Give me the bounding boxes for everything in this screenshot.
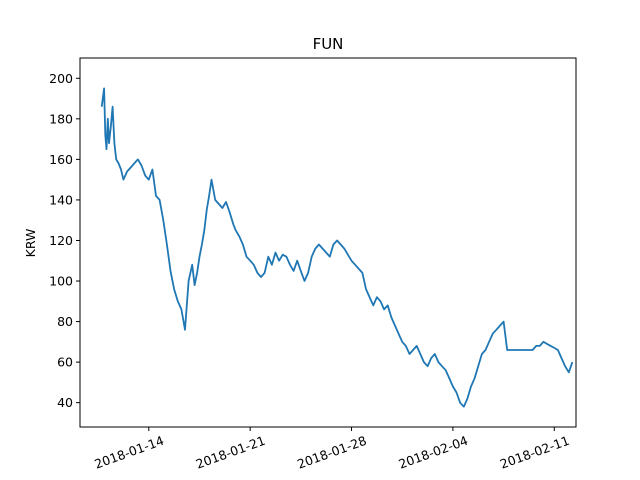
series-line (100, 87, 574, 408)
plot-area (79, 57, 577, 428)
y-axis: 40 60 80 100 120 140 160 180 200 (49, 71, 80, 410)
y-tick-label: 120 (49, 233, 73, 248)
y-tick-label: 100 (49, 274, 73, 289)
y-tick-label: 140 (49, 192, 73, 207)
y-axis-label: KRW (23, 229, 38, 258)
y-tick-label: 160 (49, 152, 73, 167)
chart-title: FUN (313, 35, 344, 53)
axes-frame (79, 57, 577, 428)
y-tick-label: 200 (49, 71, 73, 86)
y-tick-label: 40 (57, 395, 73, 410)
y-tick-label: 180 (49, 111, 73, 126)
y-tick-label: 60 (57, 355, 73, 370)
y-tick-label: 80 (57, 314, 73, 329)
